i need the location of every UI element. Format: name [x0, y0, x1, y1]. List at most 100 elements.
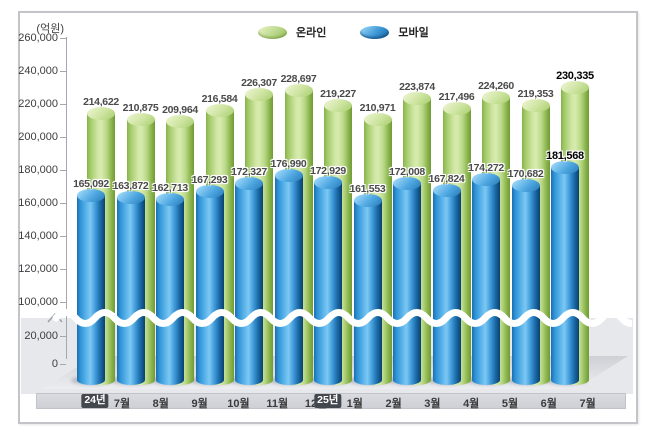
y-tick-mark — [60, 302, 66, 303]
mobile-bar-top — [472, 173, 500, 187]
y-tick-label: 120,000 — [18, 263, 58, 275]
y-tick-mark — [60, 104, 66, 105]
y-tick-mark — [60, 38, 66, 39]
y-tick-mark — [60, 203, 66, 204]
month-label: 7월 — [113, 398, 131, 410]
mobile-bar-top — [195, 184, 224, 198]
legend-item: 모바일 — [360, 24, 429, 40]
month-label: 9월 — [191, 398, 208, 410]
online-bar-top — [561, 80, 589, 94]
mobile-bar — [195, 184, 224, 385]
y-tick-label: 200,000 — [18, 131, 58, 143]
online-value-label: 217,496 — [438, 91, 475, 104]
month-label: 3월 — [424, 398, 441, 410]
legend-label: 모바일 — [398, 27, 429, 39]
online-value-label: 226,307 — [241, 76, 277, 89]
month-label: 5월 — [501, 398, 519, 410]
y-tick-label: 100,000 — [18, 296, 58, 308]
month-label: 2월 — [385, 398, 402, 410]
y-tick-mark — [60, 236, 66, 237]
mobile-bar — [314, 175, 342, 385]
mobile-bar-top — [77, 188, 105, 202]
mobile-bar — [156, 192, 184, 385]
online-bar-top — [87, 106, 115, 120]
online-bar-top — [126, 113, 155, 127]
month-label: 11월 — [266, 398, 289, 410]
y-tick-mark — [60, 269, 66, 270]
month-label: 4월 — [463, 398, 480, 410]
mobile-value-label: 176,990 — [270, 157, 307, 170]
mobile-value-label: 172,008 — [389, 166, 425, 179]
legend-label: 온라인 — [296, 27, 327, 39]
y-tick-label: 240,000 — [18, 65, 58, 77]
y-tick-label: 160,000 — [18, 197, 58, 209]
mobile-value-label: 181,568 — [546, 150, 584, 163]
month-label: 10월 — [227, 398, 250, 410]
month-label: 6월 — [540, 398, 557, 410]
green-cylinder-icon — [258, 25, 287, 39]
mobile-bar-top — [314, 175, 342, 189]
online-bar-top — [403, 91, 431, 105]
y-tick-label: 140,000 — [18, 230, 58, 242]
mobile-bar-top — [393, 177, 421, 191]
online-value-label: 228,697 — [280, 72, 317, 85]
online-bar-top — [521, 99, 550, 113]
y-tick-mark — [60, 364, 66, 365]
y-tick-mark — [60, 137, 66, 138]
mobile-bar — [353, 194, 382, 385]
mobile-bar — [116, 190, 145, 385]
month-label: 1월 — [346, 398, 363, 410]
y-axis-unit-label: (억원) — [36, 23, 64, 35]
mobile-bar-top — [156, 192, 184, 206]
online-value-label: 223,874 — [399, 80, 435, 93]
online-bar-top — [442, 102, 471, 116]
mobile-bar — [432, 184, 461, 385]
mobile-value-label: 165,092 — [73, 177, 109, 190]
online-bar-top — [482, 90, 510, 104]
online-value-label: 224,260 — [478, 79, 514, 92]
month-label: 7월 — [579, 398, 596, 410]
online-bar-top — [363, 112, 392, 126]
mobile-value-label: 172,327 — [231, 165, 267, 178]
y-tick-label: 180,000 — [18, 164, 58, 176]
online-value-label: 230,335 — [556, 69, 594, 82]
online-bar-top — [166, 114, 194, 128]
mobile-bar-top — [511, 179, 540, 193]
mobile-bar — [274, 168, 303, 385]
year-badge: 24년 — [81, 394, 109, 408]
y-tick-mark — [60, 336, 66, 337]
mobile-value-label: 163,872 — [112, 179, 149, 192]
mobile-bar — [393, 177, 421, 385]
mobile-bar — [235, 176, 263, 385]
mobile-value-label: 162,713 — [152, 181, 188, 194]
mobile-bar-top — [274, 168, 303, 182]
online-value-label: 214,622 — [83, 95, 119, 108]
online-value-label: 219,227 — [320, 88, 356, 101]
mobile-bar — [77, 188, 105, 385]
online-bar-top — [324, 99, 352, 113]
y-tick-label: 20,000 — [24, 330, 58, 342]
legend-item: 온라인 — [258, 24, 326, 40]
mobile-value-label: 167,293 — [191, 173, 228, 186]
online-value-label: 219,353 — [517, 88, 554, 101]
y-tick-label: 0 — [51, 358, 58, 370]
mobile-bar — [511, 179, 540, 385]
online-value-label: 210,971 — [359, 101, 396, 114]
online-bar-top — [284, 83, 313, 97]
month-label: 8월 — [152, 398, 169, 410]
mobile-value-label: 161,553 — [349, 183, 386, 196]
online-bar-top — [205, 103, 234, 117]
online-value-label: 209,964 — [162, 103, 198, 116]
y-tick-label: 260,000 — [18, 32, 58, 44]
online-value-label: 210,875 — [122, 102, 159, 115]
mobile-bar — [551, 161, 579, 385]
y-axis-line — [66, 37, 67, 359]
y-tick-mark — [60, 170, 66, 171]
mobile-bar — [472, 173, 500, 385]
y-tick-label: 220,000 — [18, 98, 58, 110]
blue-cylinder-icon — [360, 25, 390, 39]
y-tick-mark — [60, 71, 66, 72]
year-badge: 25년 — [314, 394, 342, 408]
mobile-bar-top — [551, 161, 579, 175]
